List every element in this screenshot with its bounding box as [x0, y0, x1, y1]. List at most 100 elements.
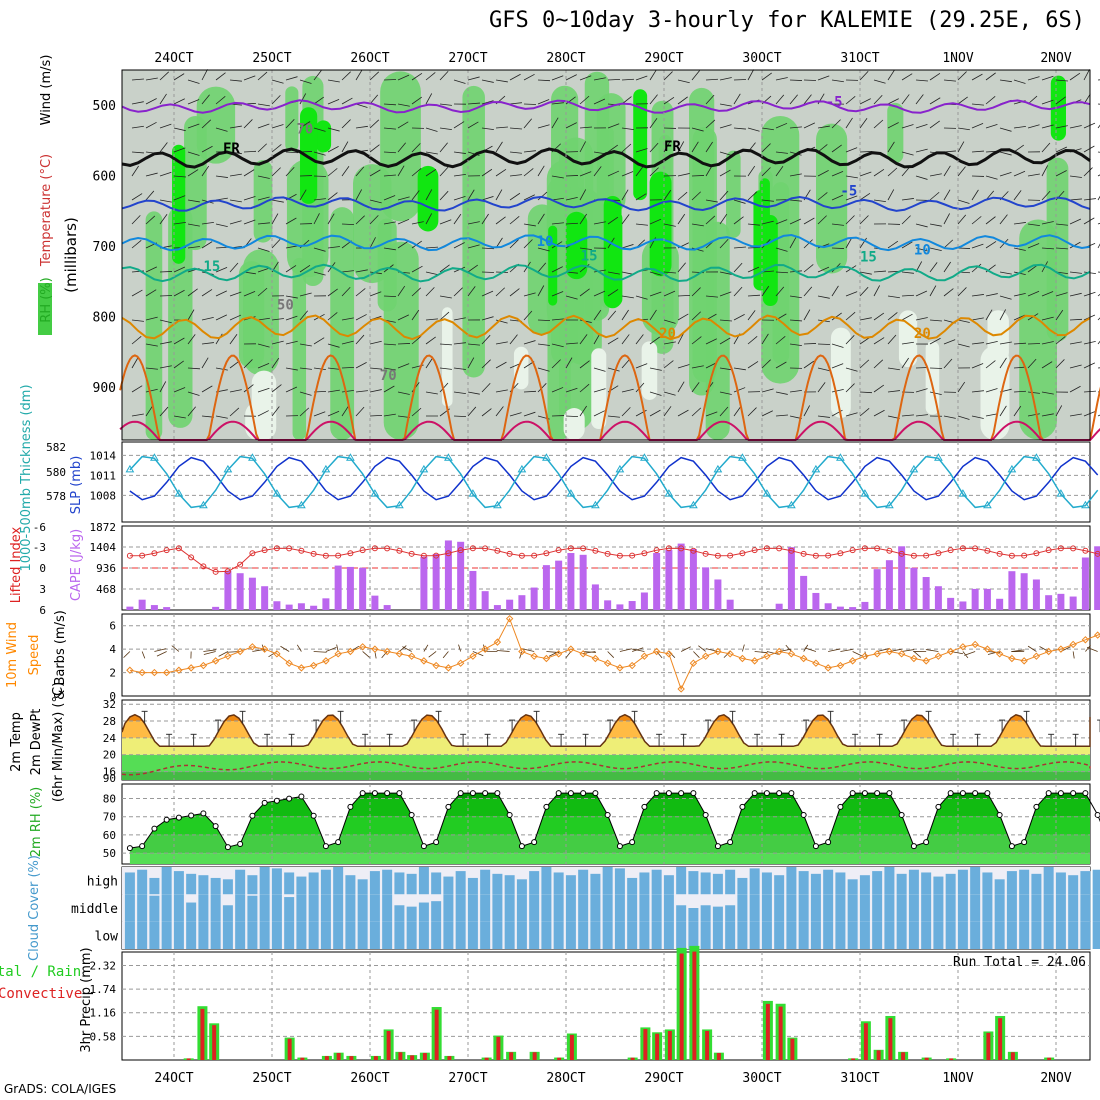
wind-barb — [663, 406, 672, 417]
wind-barb — [201, 385, 213, 393]
wind-axis-label: Speed — [27, 635, 42, 676]
cloud-bar — [565, 875, 576, 895]
contour-label: 70 — [380, 368, 397, 384]
cape-bar — [628, 601, 636, 610]
wind-barb — [957, 127, 970, 131]
wind-barb — [1083, 145, 1095, 153]
wind-barb — [887, 240, 899, 249]
cloud-bar — [590, 873, 601, 895]
cloud-bar — [1092, 894, 1100, 922]
wind-barb — [159, 319, 172, 324]
precip-convective-bar — [509, 1052, 514, 1060]
wind-barb — [691, 382, 700, 393]
wind-barb — [915, 148, 928, 153]
wind-barb — [635, 75, 648, 81]
rh-marker — [776, 790, 783, 797]
wind-barb — [187, 123, 200, 129]
wind-barb — [817, 144, 828, 153]
rh-marker — [518, 843, 525, 850]
wind-barb — [579, 288, 590, 297]
wind-barb — [271, 238, 281, 249]
thickness-marker — [150, 453, 159, 461]
rh-marker — [322, 843, 329, 850]
wind-speed-marker — [199, 661, 208, 670]
cloud-bar — [516, 921, 527, 949]
wind-barb — [887, 295, 900, 299]
wind-barb — [159, 142, 168, 153]
wind-speed-marker — [1020, 657, 1028, 665]
wind-barb — [845, 195, 858, 201]
wind-barb — [355, 166, 365, 177]
wind-barb — [1013, 405, 1022, 417]
wind-barb — [845, 117, 853, 129]
cloud-bar — [896, 873, 907, 895]
cape-bar — [469, 570, 477, 610]
rh-tick: 80 — [103, 793, 116, 806]
wind-barb — [873, 119, 884, 129]
cloud-bar — [320, 921, 331, 949]
wind-barb — [971, 263, 982, 273]
cloud-bar — [872, 871, 883, 895]
wind-barb — [453, 173, 466, 177]
precip-convective-bar — [300, 1057, 305, 1060]
wind-barb — [551, 117, 559, 129]
wind-barb — [1013, 292, 1026, 297]
precip-convective-bar — [410, 1055, 415, 1060]
wind-barb — [803, 343, 817, 345]
thickness-tick: 580 — [46, 466, 66, 479]
thickness-marker — [272, 489, 282, 497]
cloud-bar — [541, 921, 552, 949]
cape-bar — [873, 569, 881, 610]
cloud-bar — [933, 894, 944, 922]
wind-barb — [159, 406, 169, 417]
wind-barb — [383, 295, 397, 298]
wind-barb — [1055, 247, 1068, 250]
wind-barb — [523, 239, 533, 249]
wind-barb — [537, 99, 550, 105]
wind-barb — [145, 172, 158, 177]
panel-frame — [121, 441, 1091, 523]
wind-barb — [439, 142, 448, 153]
rh-area — [633, 89, 648, 201]
wind-speed-marker — [640, 652, 649, 660]
wind-barb — [203, 651, 216, 655]
rh-marker — [947, 790, 954, 797]
thickness-marker — [640, 453, 649, 461]
rh-marker — [1057, 790, 1064, 797]
thickness-marker — [885, 500, 894, 509]
cloud-bar — [921, 872, 932, 895]
thickness-marker — [689, 500, 698, 509]
pressure-tick: 500 — [93, 99, 116, 114]
wind-barb — [355, 103, 368, 108]
wind-speed-marker — [469, 652, 477, 660]
wind-barb — [257, 317, 270, 321]
wind-barb — [775, 151, 788, 154]
wind-barb — [705, 411, 718, 417]
wind-barb — [467, 102, 480, 105]
wind-barb — [747, 223, 760, 226]
wind-barb — [649, 69, 657, 81]
wind-barb — [929, 72, 941, 81]
precip-tick: 1.16 — [90, 1007, 117, 1020]
wind-barb — [154, 648, 167, 652]
wind-barb — [635, 166, 644, 177]
wind-barb — [579, 360, 590, 369]
cloud-bar — [994, 894, 1005, 922]
date-label-bottom: 26OCT — [350, 1071, 389, 1086]
cloud-bar — [823, 894, 834, 922]
wind-barb — [131, 357, 139, 369]
wind-barb — [537, 124, 550, 129]
precip-convective-bar — [778, 1006, 783, 1060]
wind-barb — [299, 407, 310, 417]
cloud-bar — [786, 921, 797, 949]
wind-barb — [943, 165, 951, 177]
cloud-bar — [1043, 921, 1054, 949]
wind-barb — [327, 99, 340, 105]
wind-barb — [313, 70, 322, 81]
wind-barb — [929, 173, 942, 177]
wind-barb — [565, 342, 578, 345]
contour-label: 10 — [537, 234, 554, 250]
rh-marker — [972, 790, 979, 797]
wind-barb — [845, 215, 855, 225]
wind-barb — [131, 101, 144, 105]
